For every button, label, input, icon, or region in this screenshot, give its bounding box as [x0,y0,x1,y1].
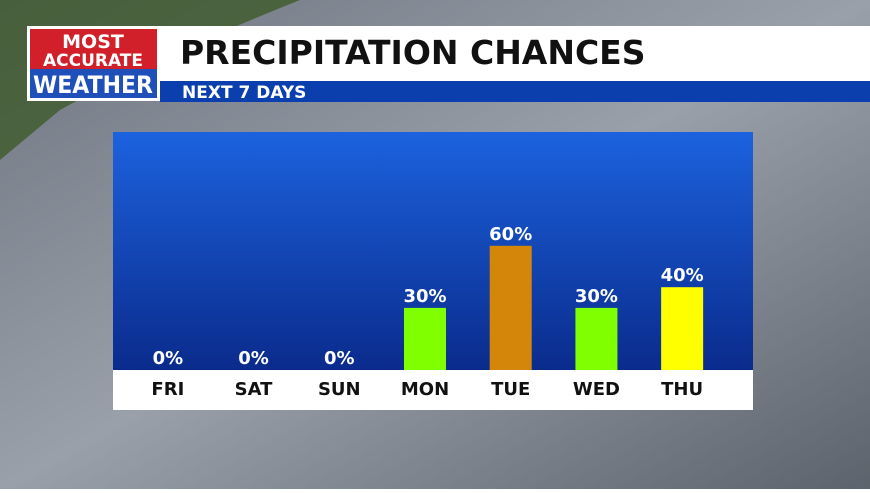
logo-red [30,29,157,69]
value-label: 0% [324,348,355,369]
bar [489,245,532,370]
logo-text: ACCURATE [43,51,143,71]
value-label: 60% [489,224,532,245]
logo-blue [30,69,157,98]
value-label: 0% [153,348,184,369]
x-tick-label: MON [401,379,449,400]
bar [404,307,446,370]
logo-text: MOST [62,31,124,53]
x-tick-label: THU [661,379,703,400]
value-label: 30% [403,286,446,307]
x-tick-label: WED [573,379,620,400]
chart-subtitle: NEXT 7 DAYS [182,83,306,103]
value-label: 40% [661,265,704,286]
title-bar [160,26,870,81]
category-strip [113,370,753,410]
chart-title: PRECIPITATION CHANCES [180,33,646,72]
x-tick-label: FRI [151,379,184,400]
value-label: 30% [575,286,618,307]
bar [661,287,704,370]
subtitle-bar [160,81,870,102]
bar [575,307,618,370]
x-tick-label: TUE [491,379,530,400]
logo-text: WEATHER [33,71,153,99]
x-tick-label: SUN [318,379,361,400]
x-tick-label: SAT [235,379,273,400]
value-label: 0% [238,348,269,369]
